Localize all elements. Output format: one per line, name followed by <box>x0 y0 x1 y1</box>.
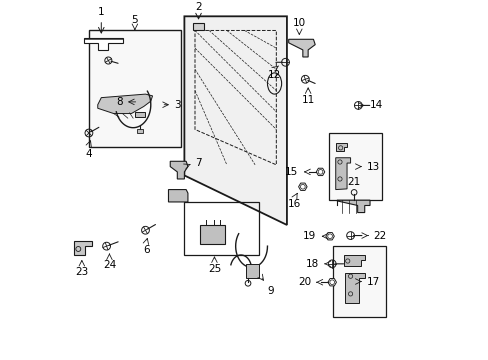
Polygon shape <box>336 143 346 152</box>
Bar <box>193 23 203 31</box>
Bar <box>329 133 382 200</box>
Polygon shape <box>335 158 350 190</box>
Text: 24: 24 <box>102 260 116 270</box>
Bar <box>246 264 258 278</box>
Text: 25: 25 <box>207 264 221 274</box>
Text: 19: 19 <box>302 231 315 241</box>
Bar <box>137 130 143 133</box>
Polygon shape <box>344 273 364 303</box>
Text: 9: 9 <box>267 286 274 296</box>
Text: 8: 8 <box>116 97 122 107</box>
Text: 23: 23 <box>75 267 88 277</box>
Text: 12: 12 <box>267 70 281 80</box>
Text: 10: 10 <box>292 18 305 28</box>
Text: 1: 1 <box>98 7 104 17</box>
Polygon shape <box>200 225 224 244</box>
Text: 18: 18 <box>305 259 318 269</box>
Bar <box>184 202 258 255</box>
Bar <box>135 112 145 117</box>
Text: 14: 14 <box>369 100 383 111</box>
Text: 20: 20 <box>297 277 310 287</box>
Text: 13: 13 <box>366 162 379 172</box>
Text: 6: 6 <box>142 246 149 256</box>
Text: 7: 7 <box>195 158 201 168</box>
Text: 15: 15 <box>285 167 298 177</box>
Bar <box>89 31 181 147</box>
Polygon shape <box>74 241 92 255</box>
Polygon shape <box>98 94 152 113</box>
Text: 11: 11 <box>301 95 314 105</box>
Polygon shape <box>170 161 187 179</box>
Text: 4: 4 <box>85 149 92 159</box>
Text: 5: 5 <box>131 15 138 25</box>
Polygon shape <box>316 168 324 176</box>
Polygon shape <box>298 183 306 190</box>
Text: 2: 2 <box>195 2 202 12</box>
Polygon shape <box>83 37 122 50</box>
Text: 21: 21 <box>346 177 359 187</box>
Text: 16: 16 <box>287 199 300 209</box>
Text: 3: 3 <box>173 100 180 110</box>
Polygon shape <box>184 16 286 225</box>
Polygon shape <box>336 200 369 212</box>
Polygon shape <box>325 233 334 240</box>
Text: 22: 22 <box>373 230 386 240</box>
Polygon shape <box>343 255 364 266</box>
Bar <box>332 246 385 317</box>
Polygon shape <box>327 279 336 286</box>
Polygon shape <box>288 39 315 57</box>
Polygon shape <box>168 190 187 202</box>
Text: 17: 17 <box>366 276 379 287</box>
